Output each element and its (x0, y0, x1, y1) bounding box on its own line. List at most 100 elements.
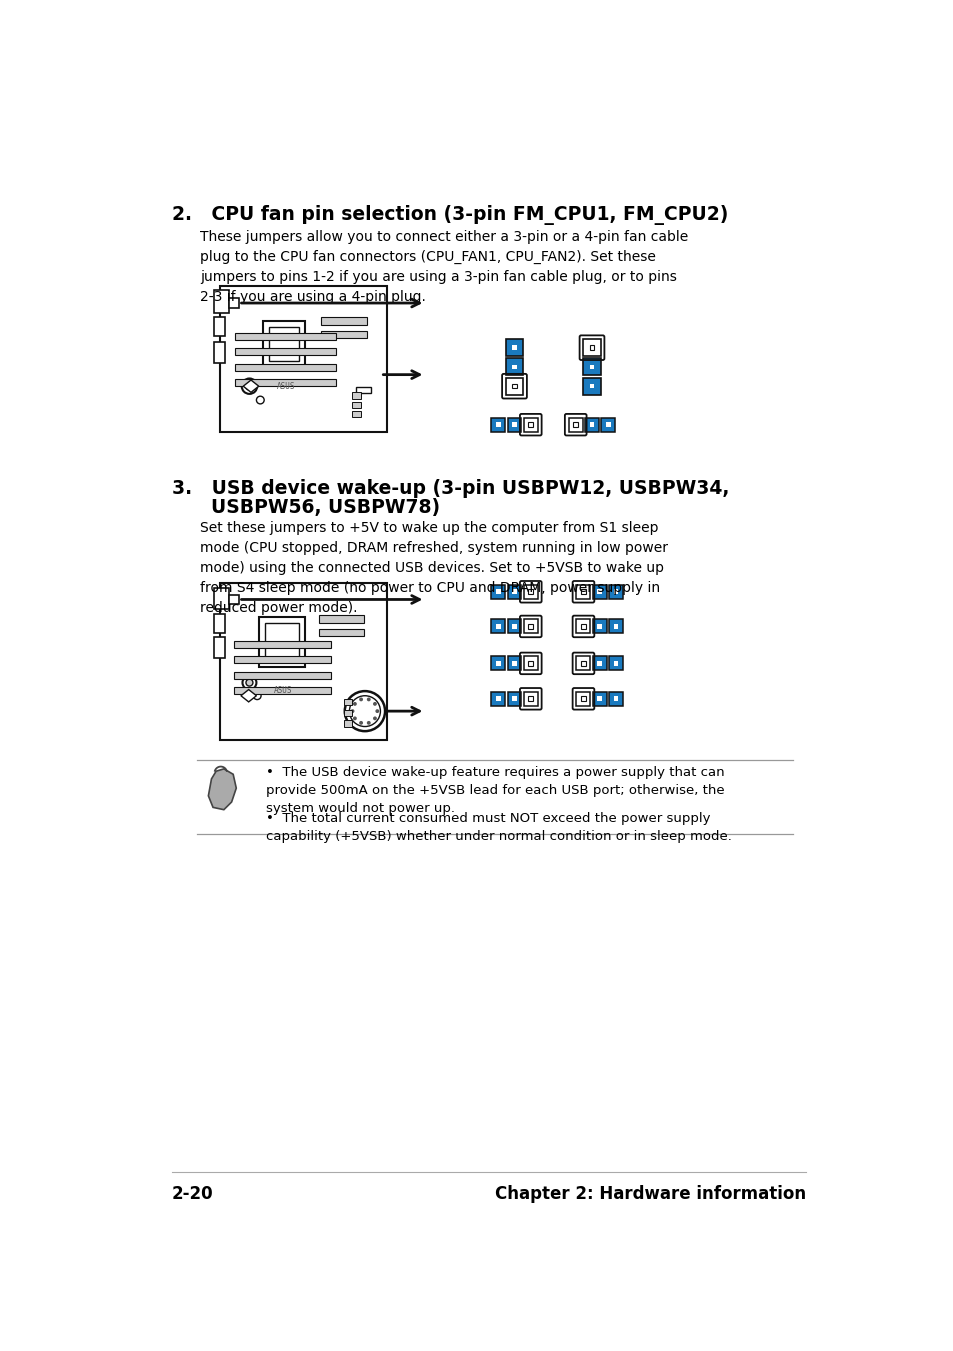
Bar (597, 697, 601, 701)
Bar (233, 671, 331, 678)
Circle shape (373, 703, 376, 705)
Bar (319, 615, 364, 623)
Circle shape (246, 680, 253, 686)
Bar (576, 657, 590, 670)
Bar (233, 688, 331, 694)
Bar (589, 365, 594, 369)
Bar (608, 692, 622, 705)
Bar (213, 290, 229, 313)
Polygon shape (208, 769, 236, 809)
Bar (233, 642, 331, 648)
Bar (496, 661, 500, 666)
Bar (528, 661, 533, 666)
Bar (512, 661, 517, 666)
Text: USBPW56, USBPW78): USBPW56, USBPW78) (172, 497, 439, 517)
Bar (269, 327, 298, 361)
Bar (600, 417, 615, 431)
Bar (233, 657, 331, 663)
Bar (592, 692, 606, 705)
Bar (512, 423, 517, 427)
Bar (528, 589, 533, 594)
Bar (576, 620, 590, 634)
Circle shape (253, 692, 261, 700)
Text: These jumpers allow you to connect either a 3-pin or a 4-pin fan cable
plug to t: These jumpers allow you to connect eithe… (199, 230, 687, 304)
Bar (496, 624, 500, 628)
Bar (507, 620, 521, 634)
Bar (528, 697, 533, 701)
Bar (344, 720, 352, 727)
Circle shape (350, 709, 355, 713)
Bar (512, 365, 517, 369)
Bar (235, 334, 335, 340)
Bar (496, 589, 500, 594)
Bar (589, 384, 594, 389)
Bar (613, 589, 618, 594)
Bar (580, 624, 585, 628)
Bar (220, 582, 386, 740)
Bar (580, 697, 585, 701)
Circle shape (353, 703, 356, 705)
Bar (605, 423, 610, 427)
Bar (583, 358, 599, 376)
Text: ASUS: ASUS (276, 382, 294, 390)
Circle shape (367, 721, 371, 724)
Bar (352, 401, 360, 408)
Bar (608, 620, 622, 634)
Circle shape (344, 692, 385, 731)
Text: •  The total current consumed must NOT exceed the power supply
capability (+5VSB: • The total current consumed must NOT ex… (266, 812, 732, 843)
Bar (491, 692, 505, 705)
Bar (523, 620, 537, 634)
Circle shape (367, 697, 371, 701)
Bar (355, 386, 371, 393)
Circle shape (353, 716, 356, 720)
Circle shape (245, 382, 253, 390)
Bar (584, 417, 598, 431)
Bar (589, 423, 594, 427)
Bar (505, 339, 522, 357)
Bar (505, 378, 522, 394)
Bar (576, 585, 590, 598)
Bar (608, 657, 622, 670)
Bar (523, 692, 537, 705)
Bar (235, 380, 335, 386)
Text: 2-20: 2-20 (172, 1185, 213, 1204)
Bar (507, 692, 521, 705)
Circle shape (358, 721, 363, 724)
Bar (235, 349, 335, 355)
Bar (213, 615, 225, 632)
Bar (597, 624, 601, 628)
Circle shape (358, 697, 363, 701)
Bar (344, 698, 352, 705)
Bar (580, 589, 585, 594)
Bar (220, 286, 386, 432)
Bar (213, 317, 225, 336)
Text: Chapter 2: Hardware information: Chapter 2: Hardware information (495, 1185, 805, 1204)
Bar (528, 624, 533, 628)
Bar (213, 638, 225, 658)
Bar (507, 417, 521, 431)
Polygon shape (241, 689, 256, 703)
Bar (512, 589, 517, 594)
Bar (528, 423, 533, 427)
Bar (229, 594, 238, 604)
Bar (568, 417, 582, 431)
Bar (573, 423, 578, 427)
Bar (213, 588, 229, 609)
Bar (589, 346, 594, 350)
Bar (320, 317, 367, 324)
Bar (344, 709, 352, 716)
Circle shape (256, 396, 264, 404)
Bar (265, 623, 298, 661)
Bar (262, 320, 305, 367)
Bar (613, 661, 618, 666)
Text: •  The USB device wake-up feature requires a power supply that can
provide 500mA: • The USB device wake-up feature require… (266, 766, 724, 815)
Circle shape (241, 378, 257, 394)
Bar (592, 585, 606, 598)
Text: 2.   CPU fan pin selection (3-pin FM_CPU1, FM_CPU2): 2. CPU fan pin selection (3-pin FM_CPU1,… (172, 205, 727, 226)
Bar (583, 339, 599, 357)
Bar (320, 331, 367, 339)
Bar (512, 624, 517, 628)
Bar (229, 299, 238, 308)
Circle shape (373, 716, 376, 720)
Bar (352, 392, 360, 399)
